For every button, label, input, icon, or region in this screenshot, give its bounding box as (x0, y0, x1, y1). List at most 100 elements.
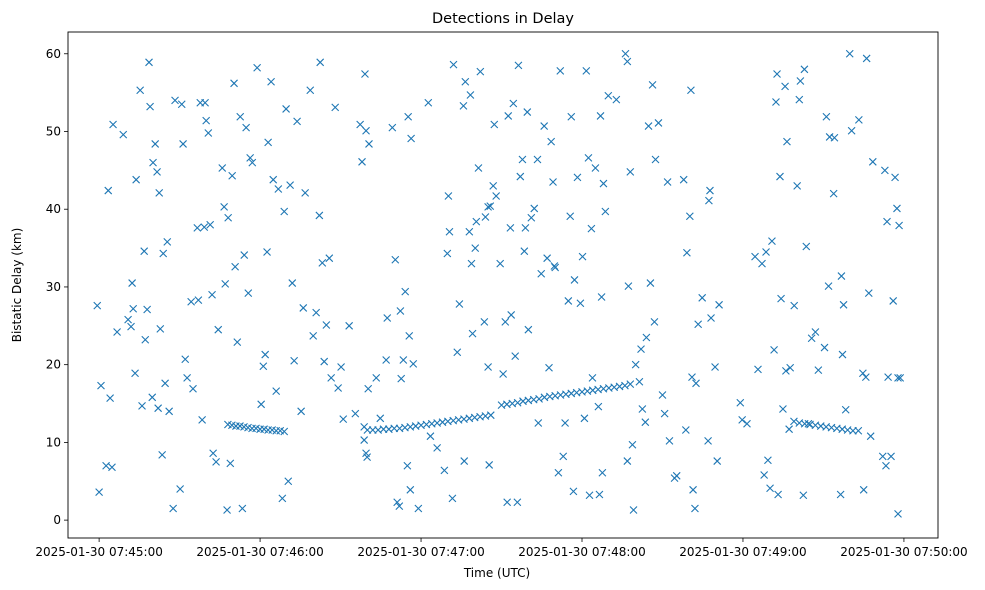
data-point (650, 318, 659, 326)
data-point (707, 314, 715, 322)
data-point (278, 494, 287, 503)
data-point (535, 394, 543, 403)
data-point (406, 485, 415, 494)
data-point (889, 297, 898, 305)
data-point (588, 373, 597, 382)
data-point (521, 223, 530, 232)
data-point (158, 450, 167, 459)
data-point (688, 373, 696, 381)
data-point (403, 461, 412, 470)
data-point (882, 461, 890, 470)
data-point (626, 380, 635, 388)
data-point (573, 173, 582, 182)
data-point (766, 484, 774, 493)
data-point (151, 140, 160, 148)
data-point (230, 79, 238, 88)
data-point (597, 293, 606, 301)
data-point (284, 477, 293, 486)
data-point (474, 164, 483, 172)
data-point (484, 202, 492, 211)
data-point (119, 130, 128, 139)
data-point (208, 290, 216, 299)
data-point (124, 315, 132, 324)
data-point (758, 259, 766, 268)
data-point (327, 373, 336, 382)
data-point (824, 282, 833, 291)
data-point (764, 456, 772, 465)
data-point (131, 369, 139, 378)
data-point (179, 140, 187, 148)
data-point (518, 155, 527, 164)
data-point (774, 490, 782, 499)
data-point (672, 471, 681, 480)
data-point (698, 293, 707, 302)
data-point (773, 70, 781, 78)
data-point (261, 350, 270, 359)
data-point (443, 249, 452, 258)
y-tick-label: 60 (46, 47, 61, 61)
data-point (108, 463, 116, 472)
data-point (796, 77, 805, 85)
data-point (395, 502, 404, 511)
data-point (226, 459, 235, 468)
data-point (540, 122, 549, 130)
data-point (814, 366, 823, 374)
data-point (257, 400, 266, 409)
data-point (689, 485, 697, 494)
data-point (154, 404, 163, 413)
data-point (282, 105, 290, 113)
data-point (790, 417, 798, 426)
data-point (799, 491, 808, 500)
data-point (309, 332, 318, 340)
data-point (244, 289, 253, 298)
data-point (894, 510, 902, 518)
data-point (193, 223, 202, 232)
data-point (644, 122, 653, 130)
data-point (504, 112, 513, 120)
data-point (596, 112, 605, 120)
data-point (471, 244, 480, 252)
data-point (220, 202, 229, 211)
y-axis-ticks: 0 10 20 30 40 50 60 (46, 47, 68, 527)
data-point (280, 207, 289, 216)
data-point (337, 363, 345, 371)
data-point (705, 196, 713, 205)
data-point (829, 189, 838, 198)
x-tick-label: 2025-01-30 07:47:00 (357, 545, 484, 559)
data-point (864, 289, 873, 298)
data-point (372, 373, 381, 382)
data-point (128, 279, 137, 287)
data-point (397, 374, 406, 383)
data-point (159, 249, 168, 258)
data-point (486, 411, 495, 420)
data-point (399, 356, 408, 364)
data-point (880, 166, 889, 175)
data-point (631, 360, 640, 369)
data-point (841, 405, 850, 414)
data-point (866, 432, 875, 441)
data-point (513, 498, 522, 507)
data-point (715, 300, 723, 309)
data-point (847, 126, 856, 135)
data-point (492, 192, 501, 200)
data-point (396, 307, 405, 315)
data-point (585, 491, 594, 500)
data-point (312, 308, 321, 317)
data-point (382, 356, 391, 364)
data-point (334, 384, 343, 392)
data-point (804, 419, 813, 428)
data-point (143, 305, 152, 314)
data-point (861, 373, 870, 381)
data-point (183, 373, 192, 382)
data-point (140, 247, 149, 256)
data-point (248, 158, 257, 167)
data-point (520, 247, 529, 256)
data-point (331, 103, 340, 112)
data-point (663, 178, 672, 186)
data-point (476, 67, 485, 76)
data-point (569, 487, 578, 496)
data-point (106, 394, 115, 402)
data-point (104, 186, 113, 195)
data-point (224, 213, 233, 222)
